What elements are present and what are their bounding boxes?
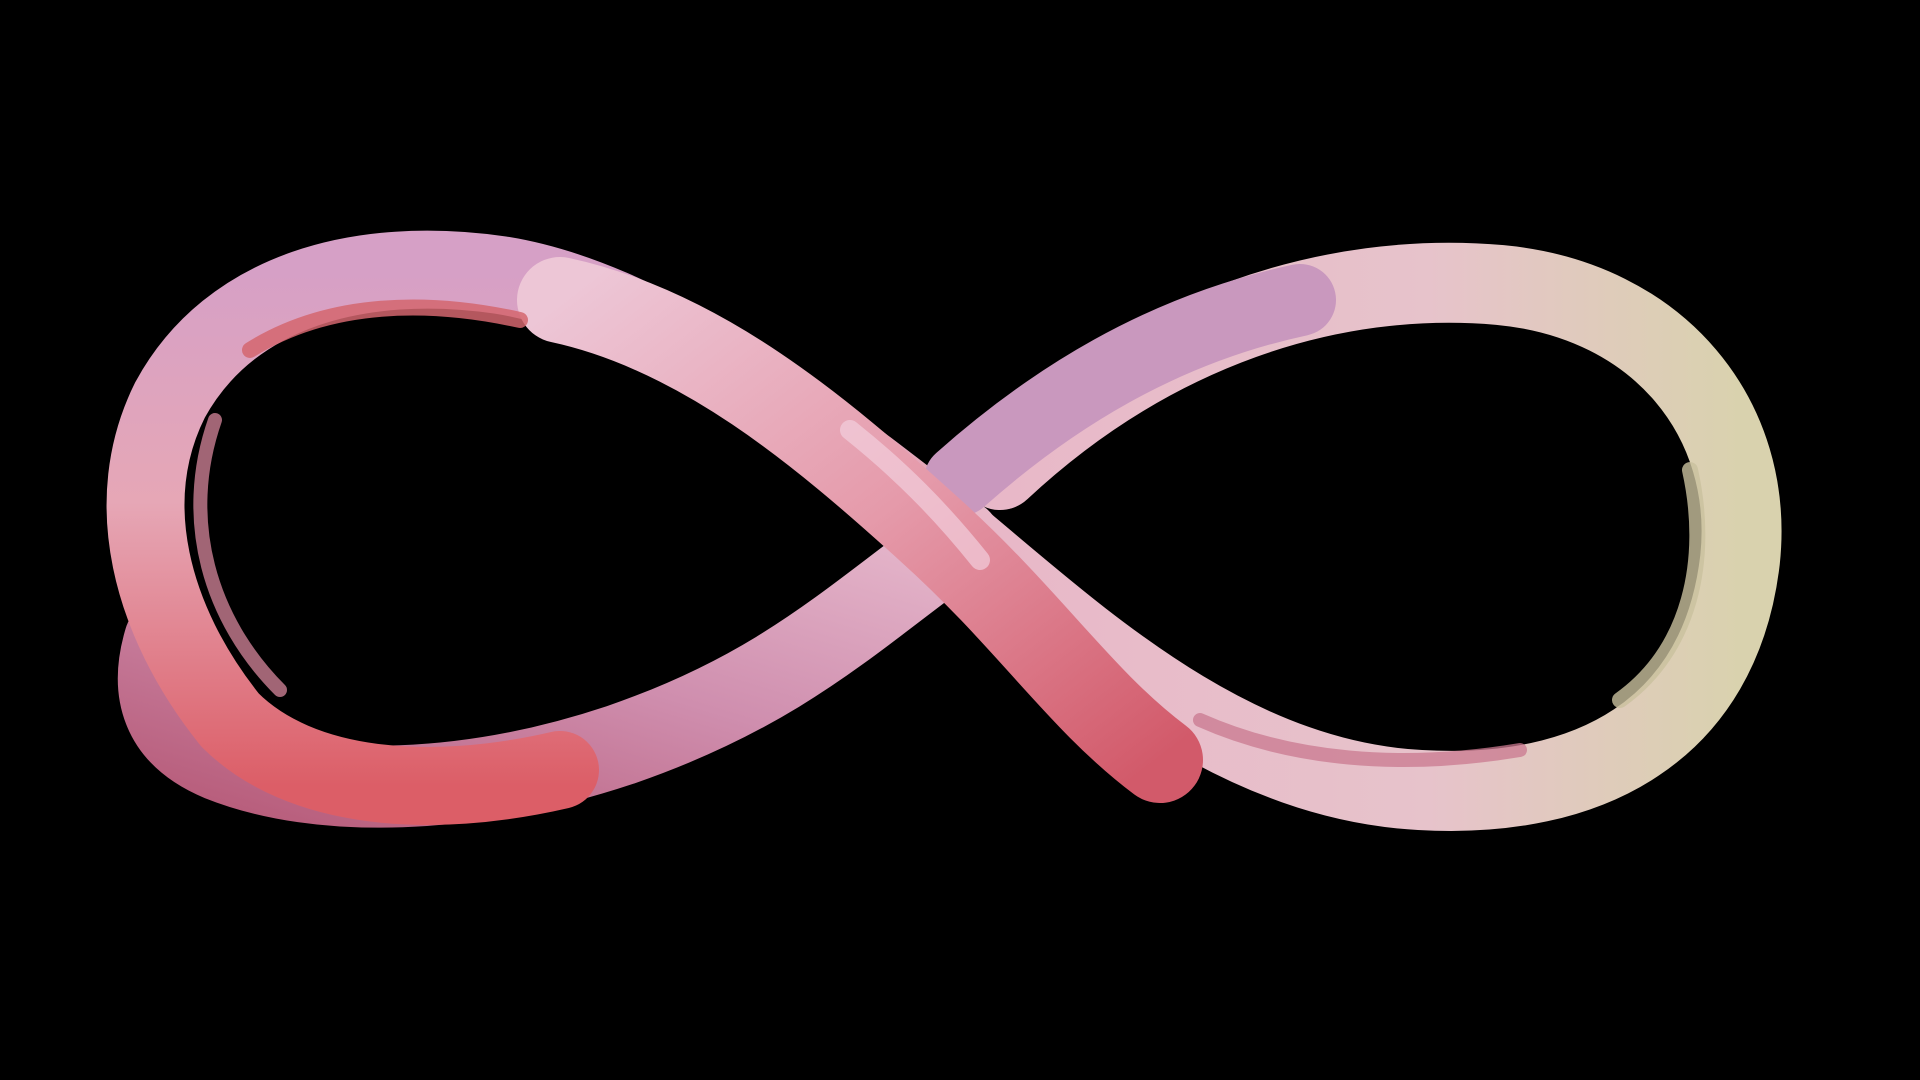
ribbon-right-inner-edge	[1612, 462, 1706, 708]
ribbon-left-top-edge	[242, 299, 528, 358]
ribbon-right-bottom-edge	[1193, 713, 1527, 767]
ribbon-front-crossing	[517, 257, 1203, 803]
ribbon-right-back-strand	[924, 264, 1336, 516]
ribbon-left-inner-edge	[193, 413, 287, 697]
ribbon-crossing-shade	[840, 420, 990, 570]
